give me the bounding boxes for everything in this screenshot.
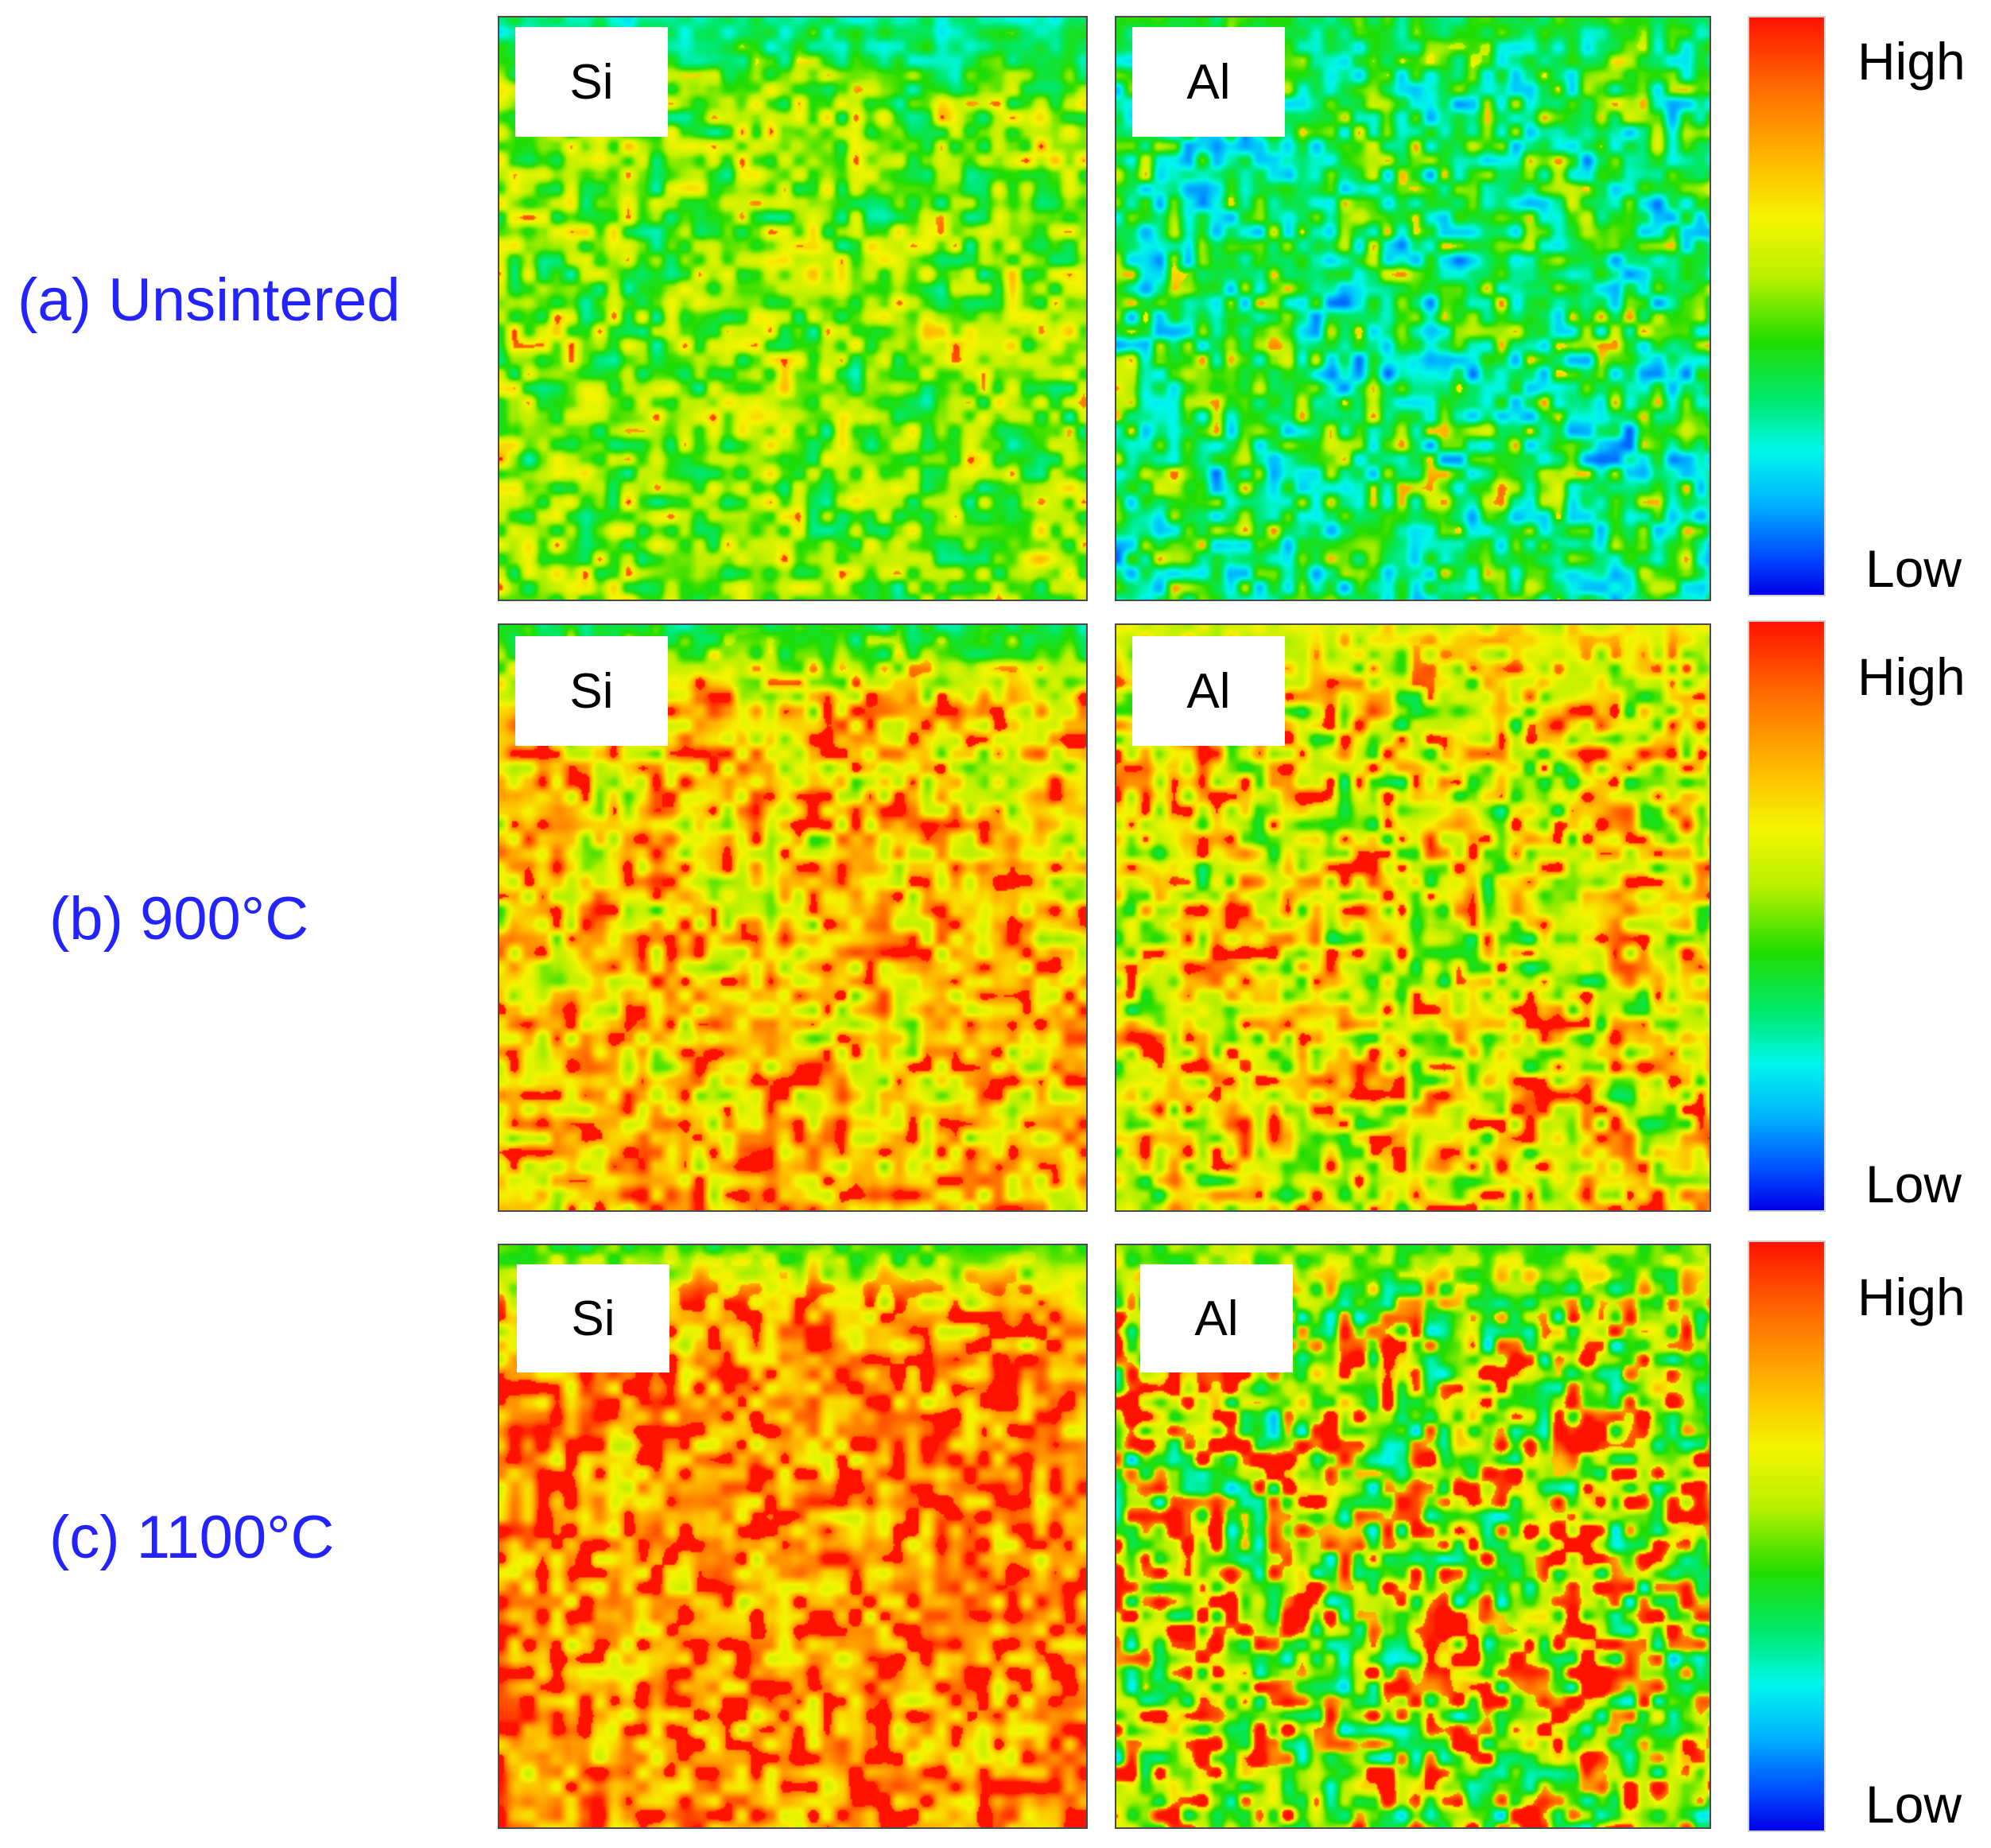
colorbar-low-label: Low	[1865, 1775, 1962, 1834]
colorbar-high-label: High	[1857, 32, 1966, 91]
element-label-si: Si	[517, 1264, 669, 1372]
element-label-al: Al	[1140, 1264, 1293, 1372]
colorbar-low-label: Low	[1865, 1155, 1962, 1213]
colorbar-c	[1748, 1240, 1826, 1832]
element-label-si: Si	[515, 27, 668, 137]
colorbar-low-label: Low	[1865, 539, 1962, 598]
colorbar-high-label: High	[1857, 1268, 1966, 1326]
element-label-al: Al	[1132, 27, 1285, 137]
colorbar-b	[1748, 620, 1826, 1212]
colorbar-high-label: High	[1857, 647, 1966, 706]
colorbar-a	[1748, 16, 1826, 596]
row-label-unsintered: (a) Unsintered	[17, 266, 401, 334]
row-label-900c: (b) 900°C	[49, 885, 309, 953]
element-label-al: Al	[1132, 636, 1285, 746]
heatmap-panel-a-al	[1115, 16, 1711, 601]
row-label-1100c: (c) 1100°C	[49, 1504, 335, 1571]
element-label-si: Si	[515, 636, 668, 746]
